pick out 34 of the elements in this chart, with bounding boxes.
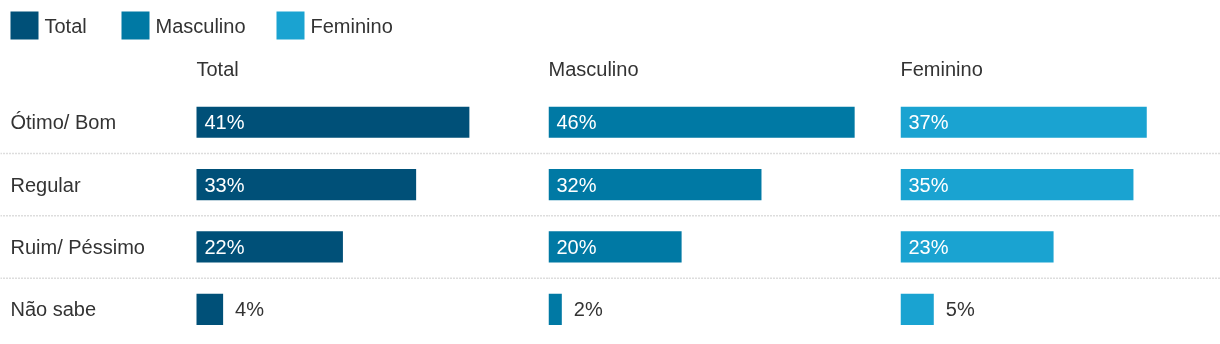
- bar: [548, 168, 762, 201]
- bar: [900, 231, 1054, 263]
- bar: [196, 293, 224, 325]
- data-label: 22%: [204, 235, 245, 258]
- data-label: 33%: [204, 173, 245, 196]
- data-label: 20%: [556, 235, 597, 258]
- legend-label: Total: [44, 14, 87, 37]
- bar: [900, 168, 1134, 201]
- bar: [548, 106, 855, 138]
- legend-label: Feminino: [310, 14, 393, 37]
- chart-title: Total: [196, 58, 239, 81]
- y-tick-label: Ótimo/ Bom: [10, 111, 117, 134]
- data-label: 5%: [945, 298, 975, 321]
- data-label: 37%: [908, 111, 949, 134]
- y-tick-label: Ruim/ Péssimo: [10, 235, 145, 258]
- data-label: 2%: [573, 298, 603, 321]
- chart-title: Feminino: [900, 58, 983, 81]
- data-label: 46%: [556, 111, 597, 134]
- bar: [900, 106, 1147, 138]
- data-label: 32%: [556, 173, 597, 196]
- y-tick-label: Não sabe: [10, 298, 97, 321]
- y-tick-label: Regular: [10, 173, 81, 196]
- bar: [196, 168, 417, 201]
- legend-label: Masculino: [155, 14, 246, 37]
- bar: [196, 231, 343, 263]
- data-label: 4%: [235, 298, 265, 321]
- data-label: 23%: [908, 235, 949, 258]
- bar: [900, 293, 934, 325]
- data-label: 41%: [204, 111, 245, 134]
- bar: [196, 106, 470, 138]
- bar: [548, 231, 682, 263]
- bar: [548, 293, 562, 325]
- data-label: 35%: [908, 173, 949, 196]
- chart-title: Masculino: [548, 58, 639, 81]
